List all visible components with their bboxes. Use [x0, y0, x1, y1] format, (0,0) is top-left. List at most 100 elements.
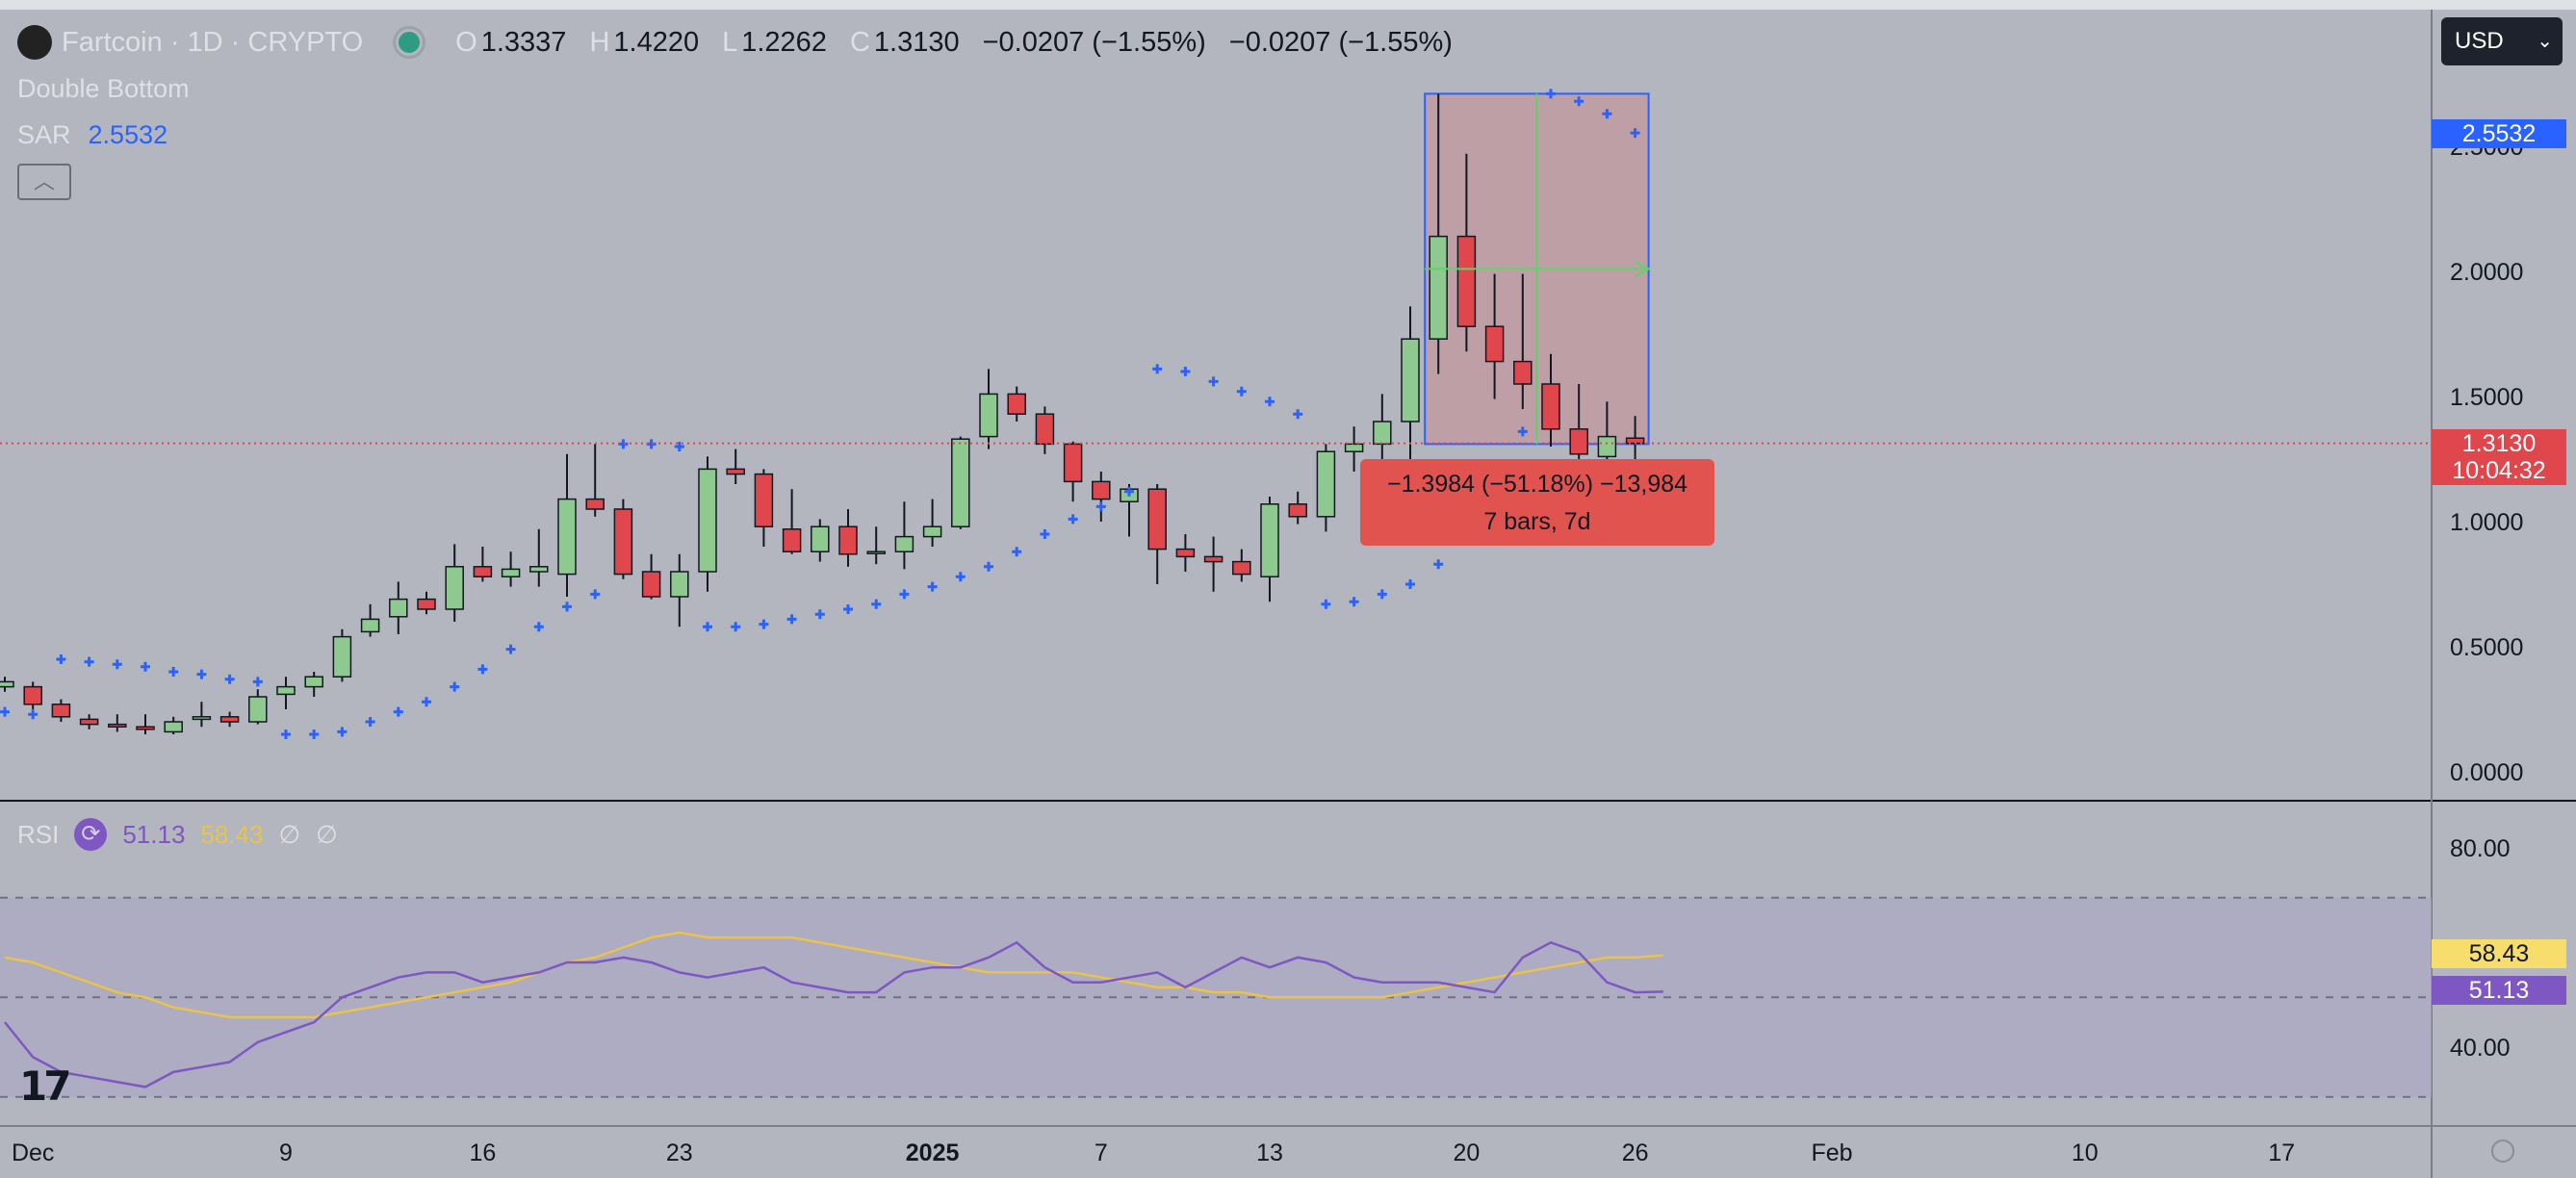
rsi-tag: 51.13 [2432, 976, 2566, 1005]
sar-point [450, 681, 460, 692]
candle-body [1484, 325, 1505, 363]
sar-point [84, 656, 94, 667]
sar-point [141, 661, 150, 672]
candle [276, 677, 296, 709]
sar-point [112, 659, 122, 670]
time-axis-label: 17 [2268, 1140, 2295, 1166]
change-value: −0.0207 (−1.55%) [982, 26, 1206, 58]
candle [79, 714, 99, 730]
candle-body [164, 721, 183, 733]
sar-point [252, 677, 263, 687]
price-axis-label: 1.0000 [2450, 509, 2523, 536]
ohlc-values: O 1.3337 H 1.4220 L 1.2262 C 1.3130 −0.0207 … [455, 26, 1453, 58]
candle-body [726, 468, 745, 475]
candle-body [838, 525, 858, 555]
candle [51, 699, 71, 722]
sar-point [1405, 579, 1415, 589]
candle [332, 628, 352, 682]
candle-body [1597, 435, 1617, 458]
candle-body [1513, 360, 1533, 385]
sar-point [422, 697, 431, 707]
sar-point [703, 622, 712, 632]
time-axis-label: 9 [279, 1140, 293, 1166]
sar-point [337, 727, 348, 737]
candle [1007, 386, 1026, 422]
candle [164, 716, 183, 734]
sar-point [281, 730, 291, 739]
sar-price-tag: 2.5532 [2432, 119, 2566, 148]
market-status-icon [396, 29, 424, 56]
candle [613, 499, 633, 579]
candle-body [304, 676, 323, 688]
sar-point [0, 706, 10, 717]
time-axis-label: 23 [666, 1140, 693, 1166]
candle-body [811, 525, 830, 552]
candle-body [360, 618, 380, 633]
candle [192, 702, 212, 728]
symbol-title[interactable]: Fartcoin · 1D · CRYPTO [62, 26, 364, 58]
candle-body [473, 566, 493, 577]
candle-body [782, 528, 802, 552]
candle [417, 591, 436, 615]
candle [219, 711, 240, 728]
sar-point [28, 709, 39, 720]
last-price-tag: 1.3130 10:04:32 [2432, 429, 2566, 485]
rsi-ma-tag: 58.43 [2432, 939, 2566, 968]
sar-point [1546, 89, 1556, 99]
sar-point [1433, 559, 1444, 570]
sar-point [618, 439, 629, 449]
candle [108, 714, 127, 732]
candle-body [1147, 488, 1167, 551]
sar-point [786, 614, 797, 625]
price-axis-label: 0.5000 [2450, 634, 2523, 661]
sar-point [674, 442, 684, 451]
chevron-down-icon: ⌄ [2537, 31, 2553, 52]
time-axis-label: 13 [1256, 1140, 1283, 1166]
candle-body [1232, 560, 1251, 576]
candle [445, 544, 464, 622]
candle-body [51, 704, 71, 718]
change-value-2: −0.0207 (−1.55%) [1228, 26, 1453, 58]
candle [1175, 534, 1196, 572]
sar-point [1377, 589, 1387, 600]
pattern-indicator[interactable]: Double Bottom [17, 74, 190, 103]
candle [1541, 353, 1560, 447]
candle [1513, 273, 1533, 409]
candle [248, 689, 268, 725]
time-axis-label: 7 [1095, 1140, 1108, 1166]
sar-point [1517, 426, 1528, 437]
candle-body [1203, 555, 1224, 563]
candle [894, 501, 914, 570]
candle-body [641, 571, 661, 598]
candle-body [979, 393, 998, 438]
collapse-legend-button[interactable]: ︿ [17, 164, 71, 200]
candle [1092, 472, 1111, 522]
candle-body [894, 535, 914, 552]
candle-body [1035, 413, 1055, 446]
candle [557, 453, 577, 597]
symbol-header: Fartcoin · 1D · CRYPTO O 1.3337 H 1.4220 L… [17, 25, 1453, 60]
candle-body [951, 438, 970, 527]
candle [23, 681, 42, 709]
candle [670, 553, 689, 627]
candle-body [1373, 421, 1392, 446]
candle [501, 551, 521, 587]
sar-point [1321, 599, 1331, 609]
candle [951, 436, 970, 529]
sar-indicator[interactable]: SAR 2.5532 [17, 120, 168, 149]
sar-point [1040, 529, 1050, 539]
candle [1484, 273, 1505, 399]
sar-point [590, 589, 601, 600]
sar-point [1208, 376, 1219, 387]
rsi-legend[interactable]: RSI ⟳ 51.13 58.43 ∅ ∅ [17, 818, 338, 851]
candle-body [445, 566, 464, 610]
candle [838, 509, 858, 567]
currency-select[interactable]: USD ⌄ [2441, 17, 2563, 65]
sar-point [759, 619, 769, 629]
candle-body [248, 696, 268, 723]
sar-point [871, 599, 882, 609]
sar-point [562, 602, 572, 612]
sar-point [196, 669, 207, 679]
sar-point [1095, 501, 1106, 512]
